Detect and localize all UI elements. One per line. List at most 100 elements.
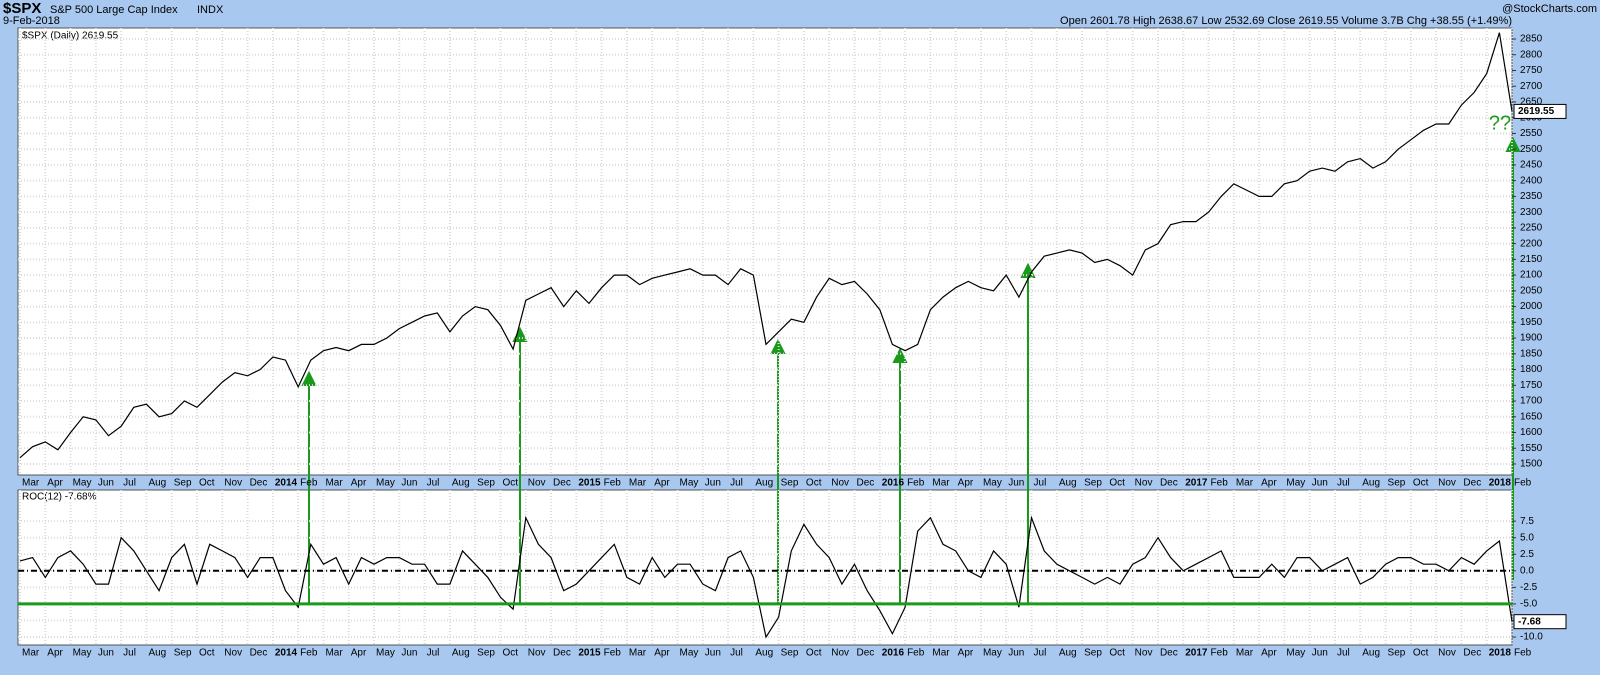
x-tick-label: Mar [629, 648, 647, 659]
x-tick-label: Aug [755, 478, 773, 489]
y-tick-label: 2100 [1520, 270, 1543, 281]
x-tick-label: Aug [148, 648, 166, 659]
x-tick-label: Feb [1514, 478, 1532, 489]
x-tick-label: Dec [1160, 648, 1178, 659]
last-value-box [1513, 614, 1567, 630]
x-tick-label: Oct [199, 648, 215, 659]
index-name: S&P 500 Large Cap Index [50, 4, 178, 16]
x-tick-label: Dec [857, 478, 875, 489]
x-tick-label: Aug [1362, 478, 1380, 489]
price-panel [17, 27, 1513, 476]
x-tick-label: May [1286, 478, 1305, 489]
x-tick-label: Jul [427, 478, 440, 489]
x-tick-label: Apr [351, 648, 367, 659]
x-tick-label: Jun [98, 478, 114, 489]
y-tick-label: 2.5 [1520, 549, 1534, 560]
x-tick-label: 2016 [882, 478, 905, 489]
y-tick-label: 1800 [1520, 364, 1543, 375]
symbol: $SPX [3, 0, 41, 17]
x-tick-label: Oct [502, 478, 518, 489]
x-tick-label: May [679, 648, 698, 659]
x-tick-label: Aug [1059, 478, 1077, 489]
x-tick-label: Mar [325, 478, 343, 489]
x-tick-label: Sep [174, 478, 192, 489]
x-tick-label: Sep [477, 648, 495, 659]
x-tick-label: Jun [98, 648, 114, 659]
x-tick-label: May [73, 648, 92, 659]
x-tick-label: Mar [932, 648, 950, 659]
watermark: @StockCharts.com [1502, 3, 1597, 15]
x-tick-label: Dec [1160, 478, 1178, 489]
x-tick-label: Jun [1008, 478, 1024, 489]
exchange: INDX [197, 4, 224, 16]
x-tick-label: Apr [654, 648, 670, 659]
arrow-head [892, 347, 908, 363]
y-tick-label: 1700 [1520, 396, 1543, 407]
x-tick-label: Jul [1337, 478, 1350, 489]
y-tick-label: 2450 [1520, 160, 1543, 171]
x-tick-label: Sep [1084, 478, 1102, 489]
x-tick-label: 2018 [1489, 478, 1512, 489]
y-tick-label: 1550 [1520, 443, 1543, 454]
x-tick-label: 2014 [275, 478, 298, 489]
x-tick-label: Nov [1135, 648, 1153, 659]
x-tick-label: Feb [300, 478, 318, 489]
x-tick-label: May [376, 648, 395, 659]
x-tick-label: Mar [932, 478, 950, 489]
x-tick-label: Mar [629, 478, 647, 489]
x-tick-label: Oct [1413, 478, 1429, 489]
y-tick-label: -5.0 [1520, 599, 1538, 610]
x-tick-label: Feb [604, 648, 622, 659]
annotation: ?? [1489, 112, 1511, 134]
x-tick-label: Nov [1135, 478, 1153, 489]
x-tick-label: Feb [1211, 478, 1229, 489]
x-tick-label: Nov [831, 648, 849, 659]
y-tick-label: 2750 [1520, 65, 1543, 76]
y-tick-label: -2.5 [1520, 582, 1538, 593]
x-tick-label: Aug [148, 478, 166, 489]
y-tick-label: 2400 [1520, 175, 1543, 186]
x-tick-label: Jun [705, 478, 721, 489]
y-tick-label: 2050 [1520, 285, 1543, 296]
x-tick-label: Jun [1312, 648, 1328, 659]
x-tick-label: Nov [224, 648, 242, 659]
x-tick-label: Jul [730, 478, 743, 489]
x-tick-label: Oct [199, 478, 215, 489]
x-tick-label: Mar [1236, 478, 1254, 489]
y-tick-label: 0.0 [1520, 565, 1534, 576]
x-tick-label: Sep [1084, 648, 1102, 659]
legend: $SPX (Daily) 2619.55 [22, 31, 119, 42]
x-tick-label: Jun [1312, 478, 1328, 489]
y-tick-label: 1950 [1520, 317, 1543, 328]
y-tick-label: 2550 [1520, 128, 1543, 139]
y-tick-label: 5.0 [1520, 532, 1534, 543]
x-tick-label: Mar [22, 648, 40, 659]
x-tick-label: 2017 [1185, 648, 1208, 659]
x-tick-label: Dec [1463, 648, 1481, 659]
x-tick-label: Sep [174, 648, 192, 659]
y-tick-label: 2150 [1520, 254, 1543, 265]
x-tick-label: Dec [1463, 478, 1481, 489]
x-tick-label: Apr [958, 648, 974, 659]
y-tick-label: 1850 [1520, 348, 1543, 359]
x-tick-label: Oct [1109, 478, 1125, 489]
x-tick-label: Nov [528, 648, 546, 659]
x-tick-label: Feb [300, 648, 318, 659]
x-tick-label: Mar [325, 648, 343, 659]
x-tick-label: 2015 [578, 478, 601, 489]
x-tick-label: Mar [1236, 648, 1254, 659]
x-tick-label: Oct [806, 648, 822, 659]
x-tick-label: Oct [1109, 648, 1125, 659]
x-tick-label: Aug [1362, 648, 1380, 659]
x-tick-label: Apr [1261, 648, 1277, 659]
x-tick-label: May [983, 478, 1002, 489]
y-tick-label: 1900 [1520, 333, 1543, 344]
x-tick-label: Sep [477, 478, 495, 489]
x-tick-label: Oct [1413, 648, 1429, 659]
x-tick-label: Nov [224, 478, 242, 489]
x-tick-label: Oct [502, 648, 518, 659]
x-tick-label: Feb [907, 478, 925, 489]
x-tick-label: Jun [401, 648, 417, 659]
x-tick-label: Jul [1034, 648, 1047, 659]
x-tick-label: Feb [1514, 648, 1532, 659]
